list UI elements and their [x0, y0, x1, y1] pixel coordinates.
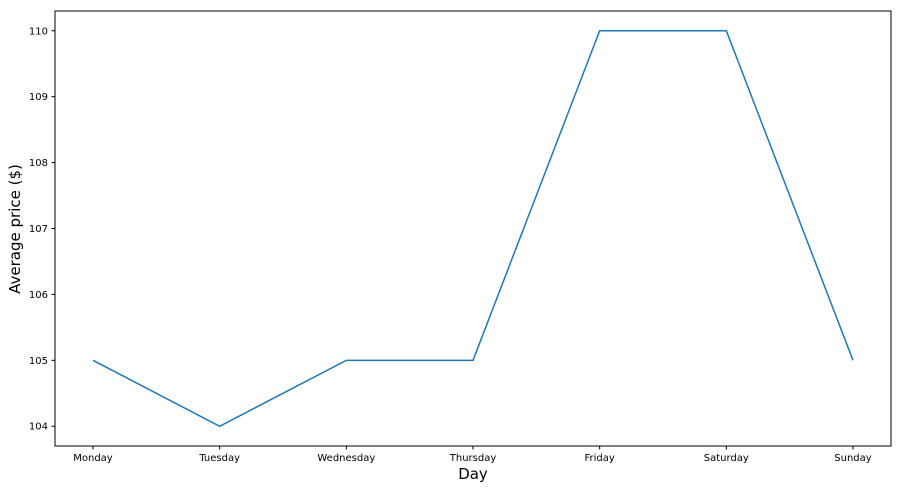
y-tick-label: 110 — [29, 26, 48, 37]
series-line — [92, 30, 854, 428]
x-tick-label: Saturday — [704, 453, 749, 464]
x-tick-label: Friday — [585, 453, 615, 464]
x-tick-label: Sunday — [834, 453, 871, 464]
x-axis-label: Day — [458, 465, 488, 483]
y-tick-label: 105 — [29, 356, 48, 367]
y-tick-label: 104 — [29, 422, 48, 433]
y-tick-label: 106 — [29, 290, 48, 301]
y-tick-label: 108 — [29, 158, 48, 169]
plot-frame — [54, 10, 892, 447]
y-tick-label: 109 — [29, 92, 48, 103]
y-axis: 104 105 106 107 108 109 110 — [29, 26, 55, 433]
x-tick-label: Tuesday — [198, 453, 240, 464]
x-tick-label: Monday — [73, 453, 113, 464]
y-tick-label: 107 — [29, 224, 48, 235]
plot-area — [55, 11, 891, 446]
y-axis-label: Average price ($) — [6, 164, 24, 294]
x-axis: Monday Tuesday Wednesday Thursday Friday Satu… — [73, 446, 872, 464]
x-tick-label: Wednesday — [317, 453, 375, 464]
x-tick-label: Thursday — [449, 453, 497, 464]
